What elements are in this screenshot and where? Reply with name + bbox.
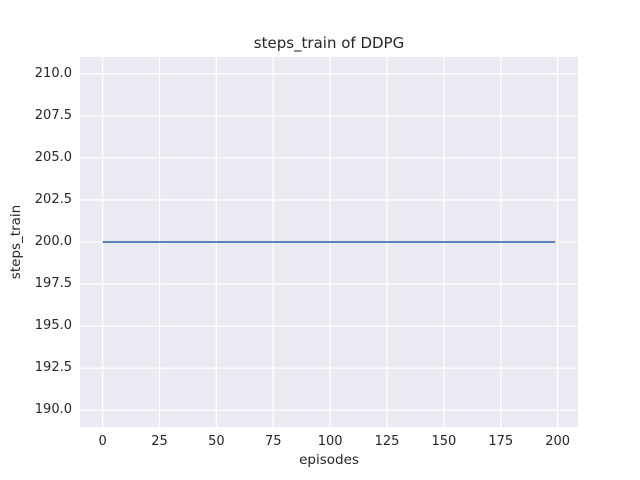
x-tick-label: 150 (431, 434, 457, 449)
x-tick-label: 50 (208, 434, 225, 449)
x-tick-label: 175 (488, 434, 514, 449)
y-tick-label: 210.0 (34, 65, 72, 81)
x-tick-label: 100 (317, 434, 343, 449)
y-tick-label: 192.5 (34, 360, 72, 376)
x-tick-label: 200 (545, 434, 571, 449)
y-tick-label: 195.0 (34, 318, 72, 334)
chart-title: steps_train of DDPG (253, 34, 405, 52)
x-tick-label: 0 (98, 434, 107, 449)
y-tick-label: 200.0 (34, 234, 72, 249)
y-tick-label: 205.0 (34, 149, 72, 165)
x-axis-label: episodes (299, 452, 359, 468)
x-tick-label: 75 (264, 434, 282, 449)
x-tick-label: 125 (374, 434, 400, 449)
y-tick-label: 202.5 (34, 191, 72, 207)
plot-canvas (80, 57, 578, 427)
y-tick-label: 207.5 (34, 107, 72, 123)
y-axis-label: steps_train (8, 204, 24, 280)
plot-area (80, 57, 578, 427)
y-tick-label: 197.5 (34, 276, 72, 292)
y-tick-label: 190.0 (34, 402, 72, 418)
x-tick-label: 25 (151, 434, 168, 449)
